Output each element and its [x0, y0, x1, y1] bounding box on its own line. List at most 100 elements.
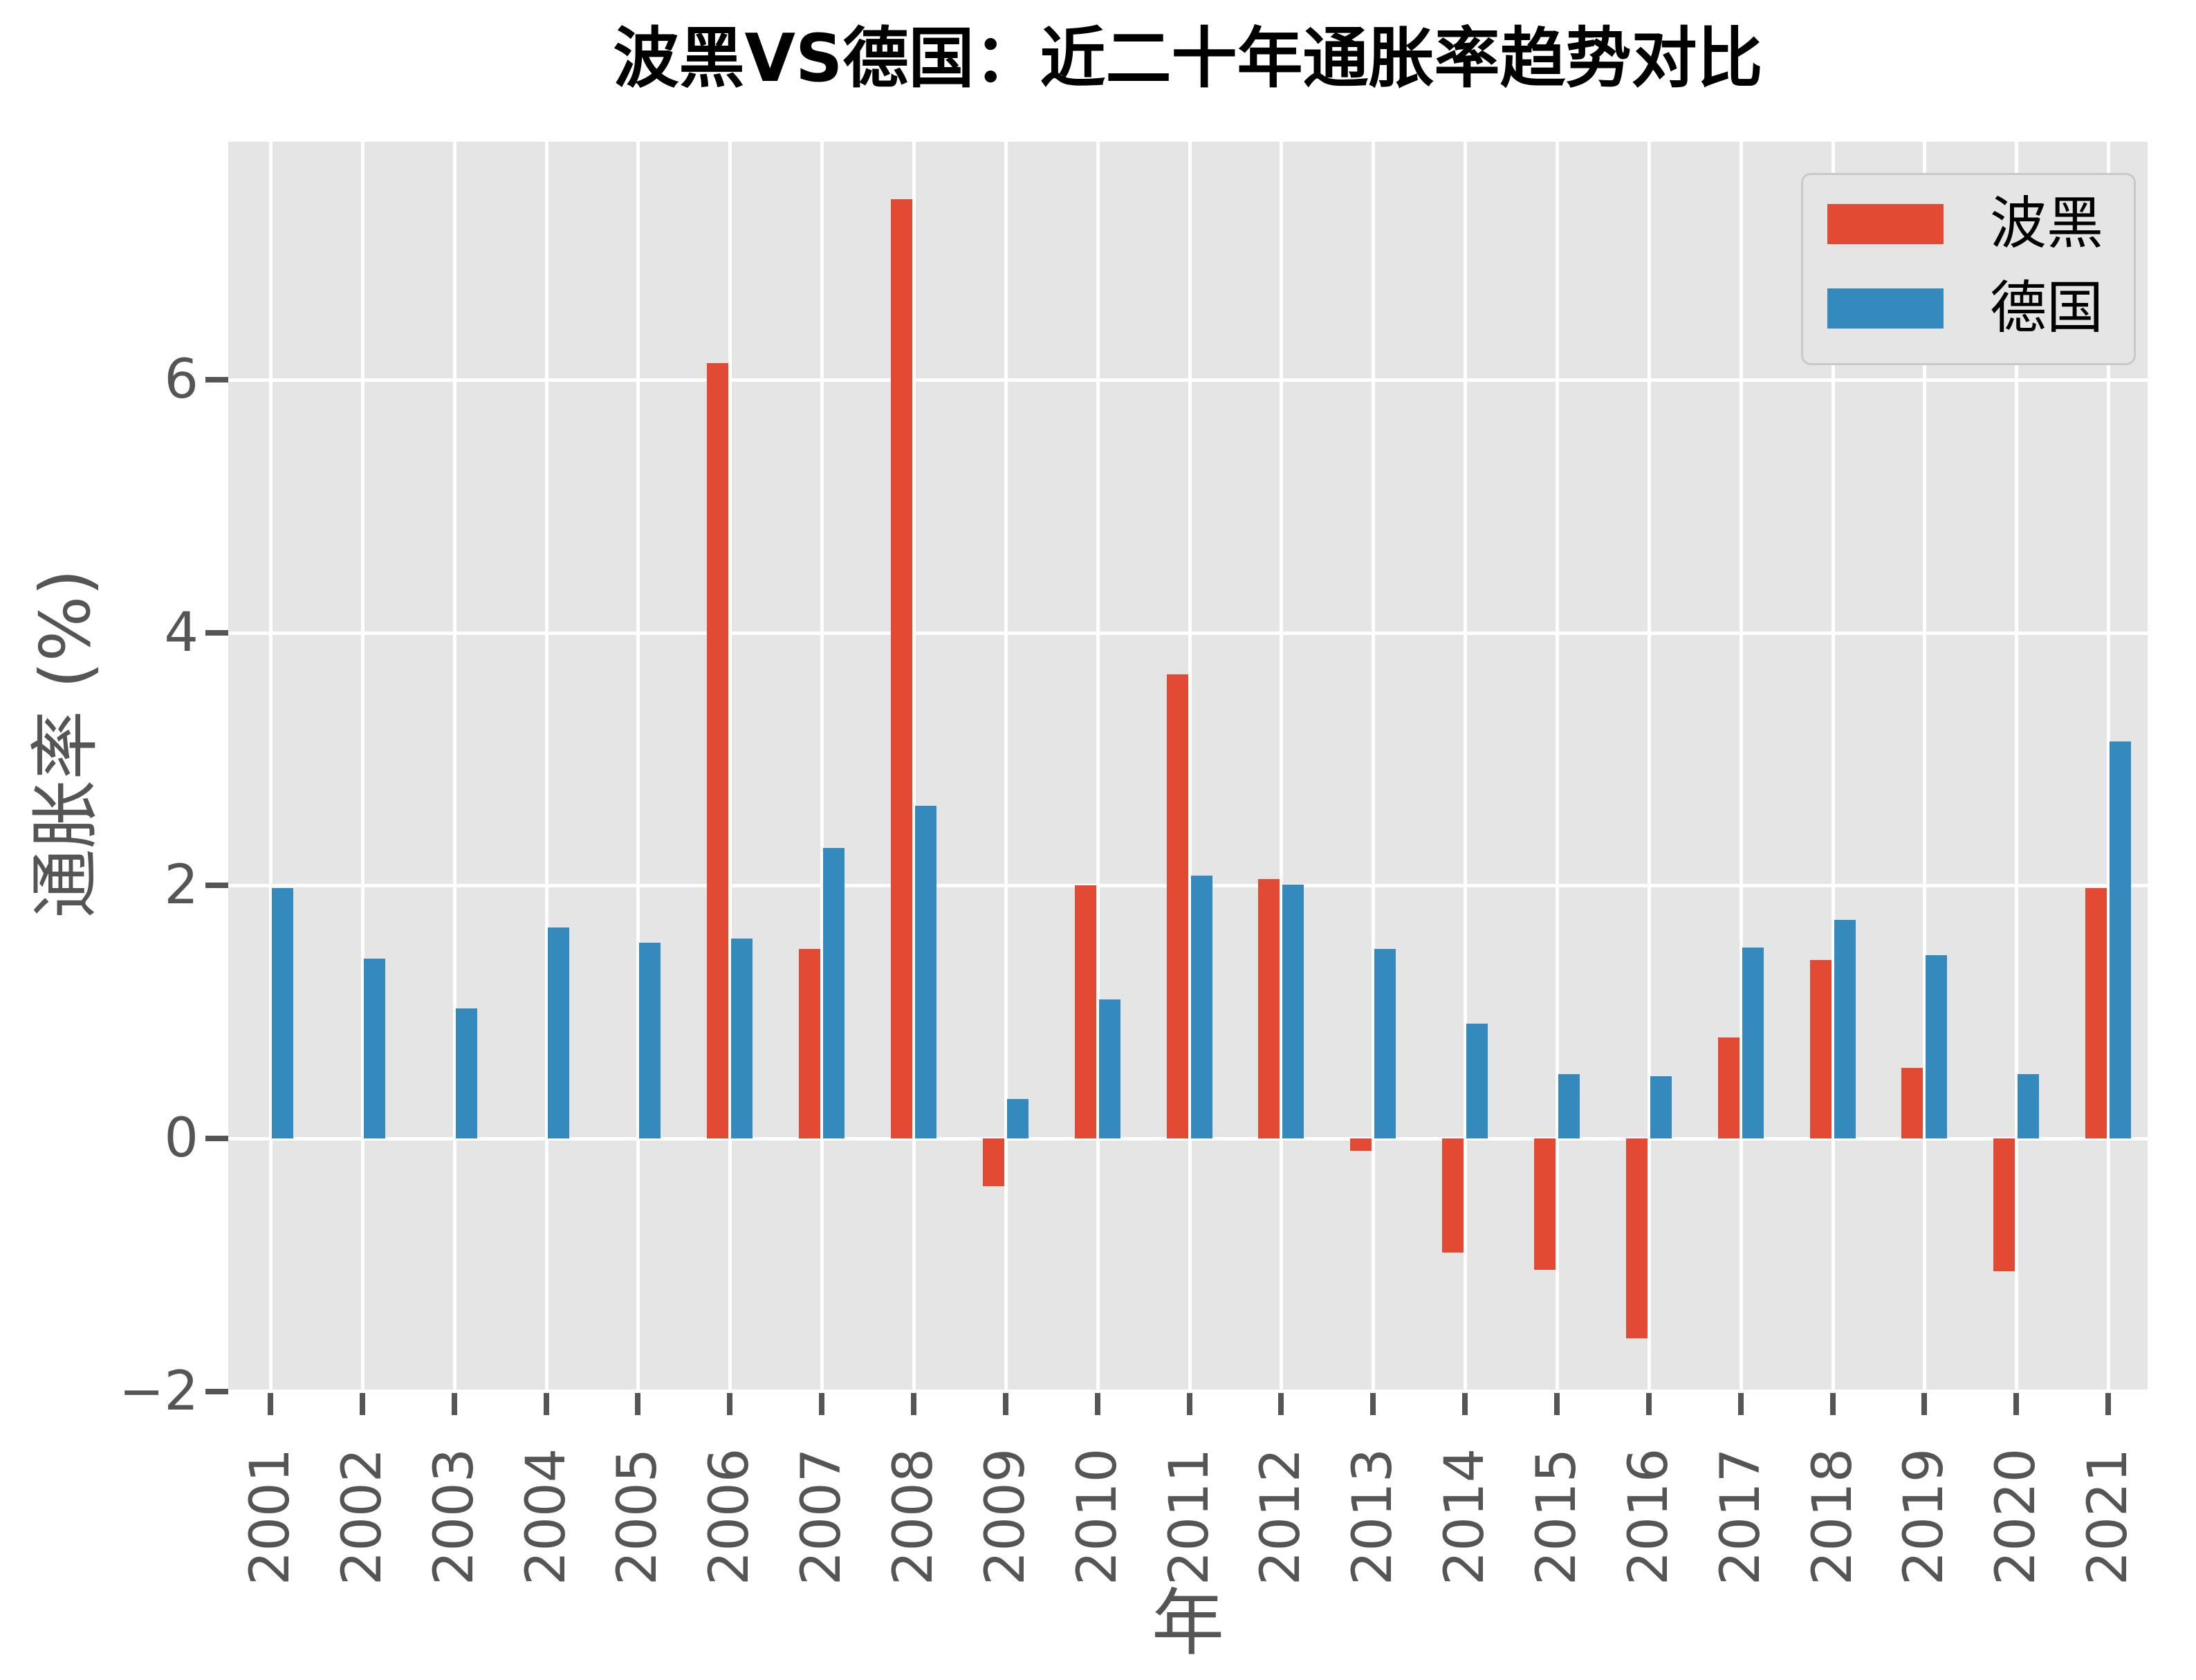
x-tick-2020 — [2013, 1393, 2020, 1415]
gridline-x-2002 — [360, 142, 365, 1390]
bar-bosnia-2007 — [799, 948, 821, 1138]
x-tick-2017 — [1737, 1393, 1744, 1415]
x-tick-2014 — [1462, 1393, 1468, 1415]
x-tick-label: 2006 — [699, 1448, 762, 1586]
y-tick-label: 6 — [164, 349, 199, 412]
gridline-x-2014 — [1464, 142, 1468, 1390]
y-tick-label: 2 — [164, 854, 199, 917]
gridline-x-2019 — [1923, 142, 1927, 1390]
bar-germany-2003 — [455, 1008, 477, 1138]
x-tick-2001 — [268, 1393, 273, 1415]
bar-germany-2006 — [731, 939, 753, 1139]
gridline-x-2015 — [1556, 142, 1560, 1390]
gridline-y-4 — [228, 631, 2148, 635]
x-tick-2019 — [1921, 1393, 1928, 1415]
y-tick-6 — [205, 377, 228, 383]
chart-title: 波黑VS德国：近二十年通胀率趋势对比 — [613, 21, 1763, 97]
bar-germany-2010 — [1098, 999, 1120, 1138]
x-tick-label: 2019 — [1893, 1448, 1956, 1586]
bar-germany-2015 — [1558, 1073, 1580, 1138]
gridline-x-2011 — [1188, 142, 1192, 1390]
x-tick-label: 2020 — [1985, 1448, 2048, 1586]
bar-bosnia-2017 — [1717, 1037, 1740, 1138]
y-axis-label: 通胀率 (%) — [25, 569, 106, 919]
x-tick-2005 — [635, 1393, 641, 1415]
bar-bosnia-2021 — [2085, 888, 2107, 1139]
x-tick-2007 — [819, 1393, 825, 1415]
bar-germany-2019 — [1926, 954, 1948, 1138]
gridline-x-2012 — [1280, 142, 1284, 1390]
bar-bosnia-2006 — [707, 363, 729, 1139]
x-tick-label: 2013 — [1342, 1448, 1405, 1586]
gridline-x-2013 — [1372, 142, 1376, 1390]
y-tick-0 — [205, 1136, 228, 1141]
gridline-y-6 — [228, 378, 2148, 382]
bar-bosnia-2018 — [1809, 960, 1831, 1139]
x-tick-label: 2004 — [515, 1448, 578, 1586]
bar-germany-2004 — [547, 927, 569, 1138]
gridline-x-2010 — [1096, 142, 1100, 1390]
x-tick-label: 2012 — [1250, 1448, 1313, 1586]
bar-germany-2001 — [272, 888, 293, 1139]
gridline-y-0 — [228, 1137, 2148, 1141]
bar-bosnia-2012 — [1258, 879, 1280, 1139]
x-tick-label: 2005 — [607, 1448, 670, 1586]
x-tick-2010 — [1094, 1393, 1100, 1415]
y-tick--2 — [205, 1388, 228, 1394]
bar-germany-2002 — [363, 959, 385, 1139]
x-tick-2004 — [543, 1393, 549, 1415]
gridline-x-2008 — [912, 142, 916, 1390]
bar-germany-2007 — [823, 847, 845, 1138]
gridline-x-2007 — [820, 142, 824, 1390]
x-tick-label: 2001 — [239, 1448, 302, 1586]
x-tick-2002 — [359, 1393, 365, 1415]
x-tick-2008 — [911, 1393, 917, 1415]
x-tick-label: 2015 — [1526, 1448, 1589, 1586]
bar-germany-2009 — [1006, 1099, 1028, 1139]
gridline-x-2020 — [2015, 142, 2019, 1390]
x-tick-label: 2003 — [423, 1448, 486, 1586]
y-tick-4 — [205, 629, 228, 636]
x-tick-2006 — [727, 1393, 733, 1415]
x-tick-2012 — [1278, 1393, 1284, 1415]
y-tick-label: 4 — [164, 601, 199, 664]
bar-germany-2021 — [2110, 741, 2132, 1138]
gridline-x-2017 — [1739, 142, 1743, 1390]
x-tick-2013 — [1370, 1393, 1376, 1415]
x-tick-label: 2014 — [1434, 1448, 1497, 1586]
bar-bosnia-2013 — [1350, 1138, 1372, 1151]
x-tick-2003 — [451, 1393, 457, 1415]
x-tick-2018 — [1829, 1393, 1836, 1415]
bar-germany-2018 — [1834, 919, 1856, 1138]
bar-germany-2014 — [1466, 1023, 1488, 1138]
bar-germany-2020 — [2018, 1073, 2040, 1138]
gridline-x-2021 — [2107, 142, 2111, 1390]
bar-bosnia-2020 — [1993, 1138, 2015, 1271]
bar-germany-2011 — [1190, 875, 1212, 1138]
x-tick-2016 — [1645, 1393, 1652, 1415]
bar-bosnia-2014 — [1442, 1138, 1464, 1253]
bar-bosnia-2011 — [1166, 674, 1188, 1139]
bar-germany-2013 — [1374, 948, 1396, 1138]
x-tick-label: 2018 — [1801, 1448, 1864, 1586]
gridline-x-2006 — [728, 142, 732, 1390]
gridline-x-2018 — [1831, 142, 1835, 1390]
gridline-x-2016 — [1647, 142, 1651, 1390]
y-tick-2 — [205, 883, 228, 889]
x-tick-label: 2016 — [1617, 1448, 1680, 1586]
bar-bosnia-2010 — [1074, 885, 1096, 1139]
gridline-x-2005 — [636, 142, 640, 1390]
bar-germany-2017 — [1742, 947, 1764, 1138]
bar-germany-2012 — [1282, 884, 1304, 1138]
bar-bosnia-2015 — [1534, 1138, 1556, 1270]
bar-bosnia-2016 — [1625, 1138, 1648, 1338]
x-tick-label: 2021 — [2077, 1448, 2140, 1586]
x-tick-label: 2010 — [1066, 1448, 1129, 1586]
gridline-x-2001 — [269, 142, 273, 1390]
bar-bosnia-2009 — [982, 1138, 1004, 1186]
legend: 波黑 德国 — [1801, 173, 2136, 365]
gridline-x-2004 — [544, 142, 548, 1390]
x-tick-label: 2002 — [331, 1448, 394, 1586]
y-tick-label: −2 — [119, 1360, 199, 1423]
